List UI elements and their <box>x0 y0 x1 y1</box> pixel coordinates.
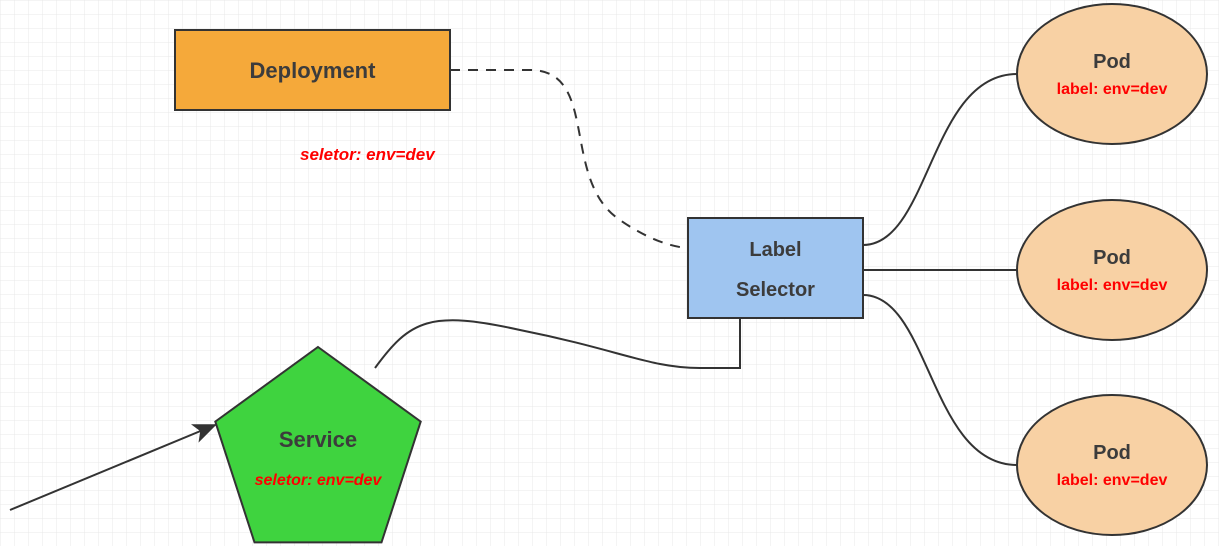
service-selector-label: seletor: env=dev <box>255 472 383 489</box>
node-pod-2: Pod label: env=dev <box>1017 200 1207 340</box>
pod1-label: Pod <box>1093 51 1131 73</box>
pod1-ellipse <box>1017 4 1207 144</box>
deployment-selector-label: seletor: env=dev <box>300 145 436 164</box>
deployment-label: Deployment <box>250 58 377 83</box>
label-selector-rect <box>688 218 863 318</box>
pod2-label: Pod <box>1093 247 1131 269</box>
service-label: Service <box>279 427 357 452</box>
pod1-sub-label: label: env=dev <box>1057 81 1168 98</box>
label-selector-line2: Selector <box>736 279 815 301</box>
diagram-svg: Deployment seletor: env=dev Label Select… <box>0 0 1219 546</box>
pod2-sub-label: label: env=dev <box>1057 277 1168 294</box>
pod2-ellipse <box>1017 200 1207 340</box>
node-pod-3: Pod label: env=dev <box>1017 395 1207 535</box>
node-pod-1: Pod label: env=dev <box>1017 4 1207 144</box>
diagram-canvas: Deployment seletor: env=dev Label Select… <box>0 0 1219 546</box>
node-label-selector: Label Selector <box>688 218 863 318</box>
pod3-sub-label: label: env=dev <box>1057 472 1168 489</box>
label-selector-line1: Label <box>749 239 801 261</box>
node-deployment: Deployment <box>175 30 450 110</box>
pod3-label: Pod <box>1093 442 1131 464</box>
pod3-ellipse <box>1017 395 1207 535</box>
